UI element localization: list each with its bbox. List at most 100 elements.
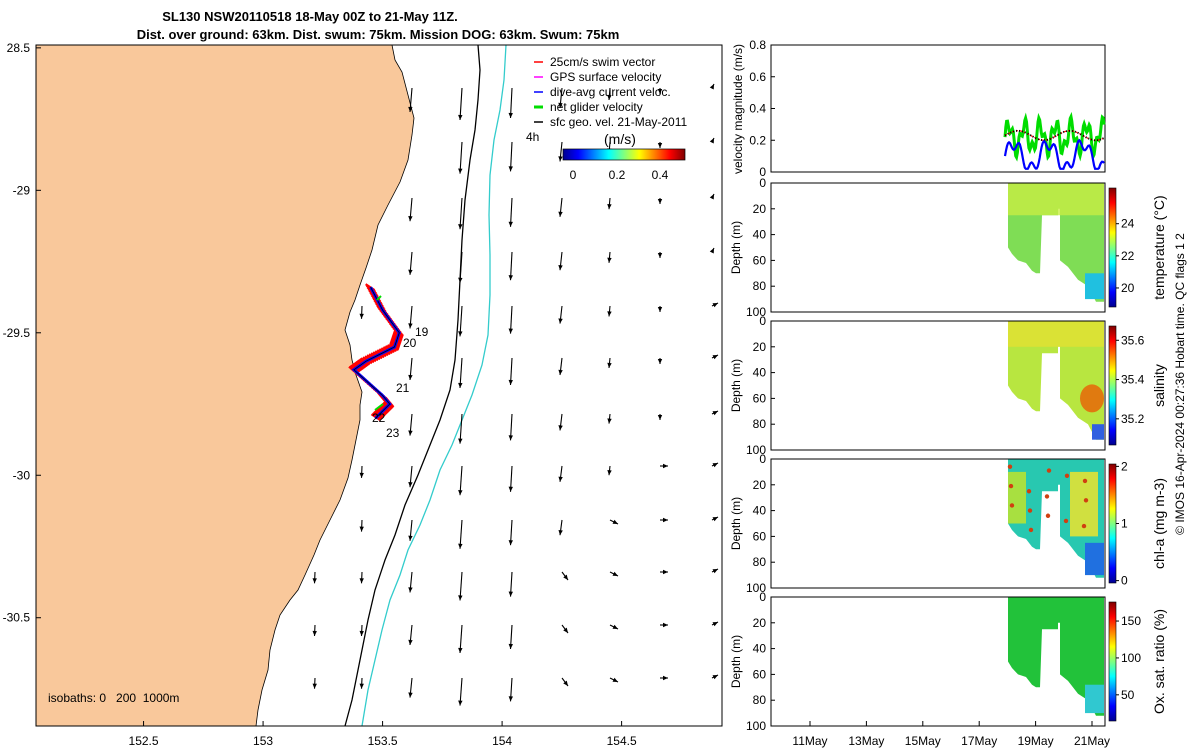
- map-xtick-label: 154: [492, 734, 512, 748]
- current-vector: [312, 677, 317, 689]
- time-tick-label: 17May: [961, 734, 997, 748]
- current-vector: [709, 137, 715, 144]
- depth-ylabel: Depth (m): [729, 497, 743, 550]
- colorbar-tick-label: 2: [1121, 459, 1128, 473]
- velocity-swim-line: [1004, 130, 1105, 141]
- current-vector: [657, 142, 663, 148]
- current-vector: [408, 571, 413, 593]
- current-vector: [458, 141, 463, 174]
- velocity-tick-label: 0.8: [749, 38, 766, 52]
- current-vector: [359, 624, 364, 637]
- current-vector: [359, 677, 364, 689]
- current-vector: [508, 677, 514, 702]
- current-vector: [558, 305, 563, 324]
- depth-panel-temperature: 0 20 40 60 80 100 Depth (m) 20 22 24 temperature (…: [729, 176, 1167, 319]
- depth-tick-label: 40: [753, 228, 767, 242]
- depth-tick-label: 20: [753, 616, 767, 630]
- current-vector: [558, 465, 563, 482]
- map-xtick-label: 154.5: [607, 734, 637, 748]
- current-vector: [408, 413, 413, 436]
- current-vector: [711, 621, 719, 627]
- colorbar-title: (m/s): [604, 131, 636, 147]
- current-vector: [561, 624, 569, 634]
- current-vector: [312, 624, 317, 637]
- current-vector: [657, 358, 663, 364]
- map-legend: 25cm/s swim vector GPS surface velocity …: [526, 55, 688, 182]
- current-vector: [607, 305, 612, 317]
- colorbar-tick-1: 0.2: [609, 168, 626, 182]
- current-vector: [657, 306, 663, 312]
- current-vector: [408, 677, 413, 698]
- oxygen-colorbar: [1108, 601, 1117, 722]
- day-label-23: 23: [386, 426, 400, 440]
- time-tick-label: 13May: [848, 734, 884, 748]
- depth-tick-label: 20: [753, 478, 767, 492]
- current-vector: [609, 624, 619, 630]
- current-vector: [607, 413, 612, 424]
- legend-geo: sfc geo. vel. 21-May-2011: [550, 115, 688, 129]
- salinity-colorbar: [1108, 325, 1117, 446]
- current-vector: [408, 87, 413, 113]
- legend-dive: dive-avg current veloc.: [550, 85, 671, 99]
- current-vector: [458, 465, 463, 496]
- depth-ylabel: Depth (m): [729, 359, 743, 412]
- time-series-panels: 0 0.2 0.4 0.6 0.8 velocity magnitude (m/s) 0…: [729, 38, 1167, 748]
- velocity-tick-label: 0.6: [749, 70, 766, 84]
- net-velocity-mark: [376, 295, 382, 301]
- salinity-field: [1008, 321, 1104, 440]
- depth-tick-label: 80: [753, 693, 767, 707]
- velocity-dive-line: [1003, 138, 1105, 170]
- current-vector: [408, 465, 413, 488]
- depth-tick-label: 20: [753, 340, 767, 354]
- current-vector: [508, 519, 513, 546]
- net-velocity-mark: [374, 403, 384, 411]
- time-tick-label: 11May: [792, 734, 827, 748]
- depth-tick-label: 20: [753, 202, 767, 216]
- current-vector: [458, 571, 463, 601]
- temperature-label: temperature (°C): [1151, 195, 1167, 299]
- velocity-axis: 0 0.2 0.4 0.6 0.8: [749, 38, 775, 179]
- colorbar-tick-label: 150: [1121, 614, 1141, 628]
- velocity-ylabel: velocity magnitude (m/s): [731, 44, 745, 174]
- current-vector: [458, 357, 463, 389]
- depth-tick-label: 60: [753, 667, 767, 681]
- land-area: [36, 45, 415, 726]
- current-vector: [408, 251, 413, 275]
- current-vector: [609, 519, 619, 525]
- current-vector: [561, 571, 569, 581]
- depth-tick-label: 100: [746, 581, 766, 595]
- isobaths-label: isobaths: 0 200 1000m: [48, 691, 179, 705]
- current-vector: [657, 414, 663, 420]
- depth-tick-label: 40: [753, 642, 767, 656]
- current-vector: [607, 251, 612, 263]
- colorbar-tick-0: 0: [570, 168, 577, 182]
- depth-tick-label: 100: [746, 305, 766, 319]
- velocity-net-line: [1003, 111, 1106, 162]
- depth-ylabel: Depth (m): [729, 221, 743, 274]
- depth-tick-label: 0: [759, 452, 766, 466]
- current-vector: [359, 519, 364, 532]
- current-vector: [458, 413, 463, 444]
- current-vector: [359, 305, 364, 319]
- current-vector: [359, 571, 364, 584]
- current-vector: [660, 517, 668, 523]
- day-label-22: 22: [372, 411, 386, 425]
- map-ytick-label: -29.5: [3, 326, 31, 340]
- day-label-20: 20: [403, 336, 417, 350]
- day-label-21: 21: [396, 381, 410, 395]
- map-ytick-label: -29: [13, 183, 31, 197]
- time-axis: 11May 13May 15May 17May 19May 21May: [792, 721, 1110, 748]
- depth-panel-chla: 0 20 40 60 80 100 Depth (m) 0 1 2 chl-a (mg m-3): [729, 452, 1167, 595]
- credit-text: © IMOS 16-Apr-2024 00:27:36 Hobart time.…: [1173, 233, 1187, 535]
- current-vector: [458, 87, 463, 121]
- velocity-lines: [1003, 111, 1106, 170]
- salinity-label: salinity: [1151, 364, 1167, 407]
- current-vector: [607, 87, 612, 101]
- velocity-panel: [770, 44, 1106, 173]
- time-tick-label: 21May: [1074, 734, 1110, 748]
- colorbar-tick-label: 35.2: [1121, 412, 1145, 426]
- current-vector: [458, 305, 463, 337]
- current-vector: [458, 197, 463, 230]
- depth-panel-salinity: 0 20 40 60 80 100 Depth (m) 35.2 35.4 35.6 salinit…: [729, 314, 1167, 457]
